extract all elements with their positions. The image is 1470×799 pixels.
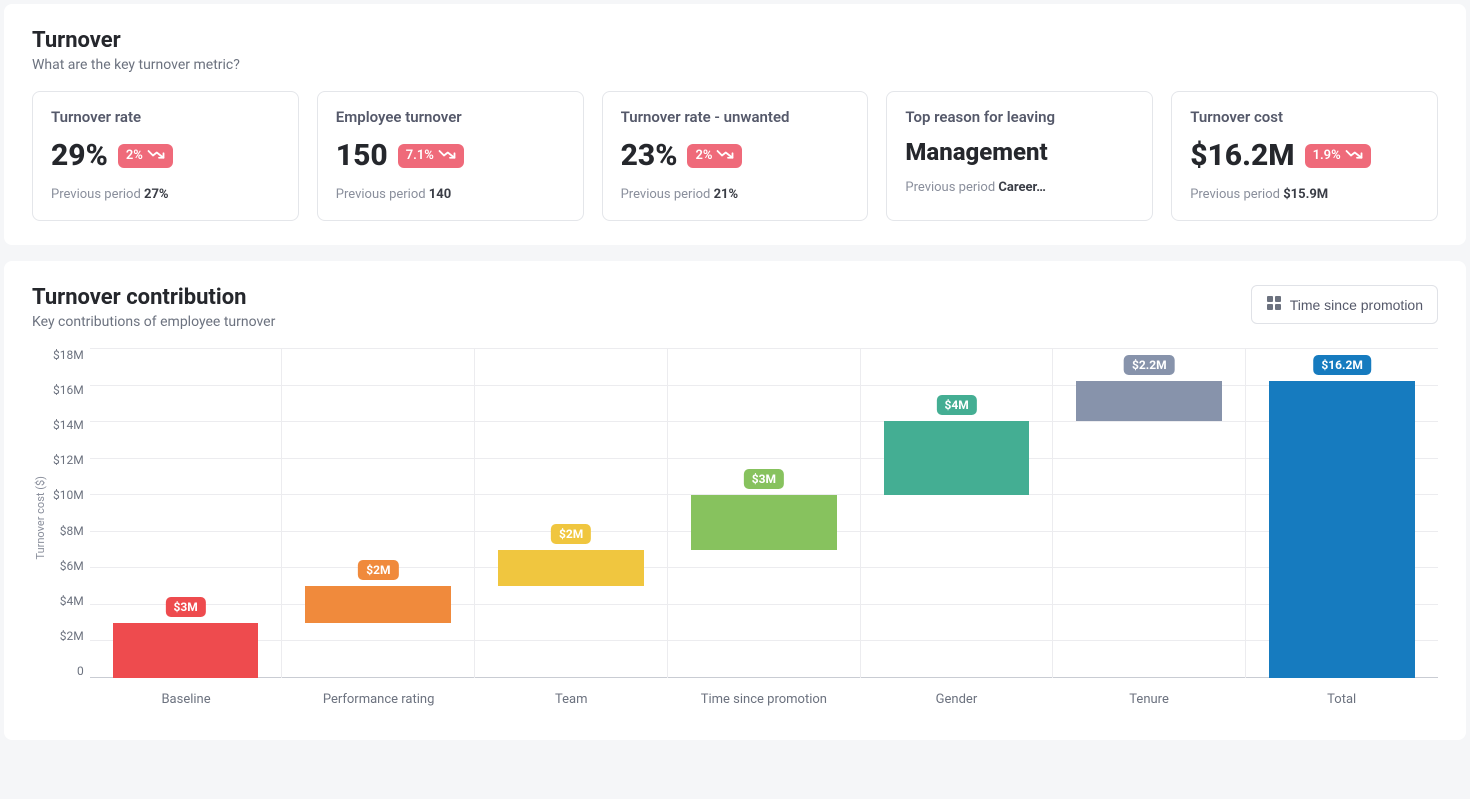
trend-badge: 2% xyxy=(118,144,173,168)
kpi-previous-value: Career… xyxy=(998,180,1046,195)
y-tick: $8M xyxy=(53,524,84,538)
y-tick: $2M xyxy=(53,629,84,643)
kpi-label: Top reason for leaving xyxy=(905,108,1134,126)
bar[interactable]: $3M xyxy=(113,623,259,678)
delta-value: 1.9% xyxy=(1313,148,1341,163)
y-tick: $18M xyxy=(53,348,84,362)
bar-column: $2M xyxy=(475,348,668,678)
y-tick: $16M xyxy=(53,383,84,397)
kpi-value: 29% xyxy=(51,138,108,173)
trend-down-icon xyxy=(1345,148,1363,164)
delta-value: 2% xyxy=(695,148,712,163)
kpi-previous: Previous period 140 xyxy=(336,187,565,202)
kpi-label: Turnover cost xyxy=(1190,108,1419,126)
y-axis-label: Turnover cost ($) xyxy=(32,476,49,559)
bar-value-label: $4M xyxy=(936,395,976,415)
bar[interactable]: $4M xyxy=(884,421,1030,494)
y-tick: 0 xyxy=(53,664,84,678)
delta-value: 2% xyxy=(126,148,143,163)
kpi-previous-value: 27% xyxy=(144,187,169,202)
kpi-previous: Previous period 21% xyxy=(621,187,850,202)
bar[interactable]: $2M xyxy=(498,550,644,587)
kpi-previous-value: $15.9M xyxy=(1283,187,1328,202)
bar-column: $4M xyxy=(861,348,1054,678)
trend-badge: 2% xyxy=(687,144,742,168)
kpi-label: Turnover rate xyxy=(51,108,280,126)
y-tick: $10M xyxy=(53,488,84,502)
bar-value-label: $3M xyxy=(744,469,784,489)
grid-icon xyxy=(1266,295,1282,314)
kpi-card[interactable]: Turnover rate 29% 2% Previous period 27% xyxy=(32,91,299,221)
kpi-previous-value: 140 xyxy=(429,187,451,202)
kpi-value: 150 xyxy=(336,138,388,173)
x-label: Performance rating xyxy=(282,678,475,728)
x-label: Baseline xyxy=(90,678,283,728)
bar-value-label: $3M xyxy=(165,597,205,617)
y-tick: $6M xyxy=(53,559,84,573)
chart-bars: $3M $2M $2M $3M $4M $2.2M $16.2M xyxy=(90,348,1438,678)
bar[interactable]: $2M xyxy=(305,586,451,623)
trend-badge: 7.1% xyxy=(398,144,464,168)
x-label: Gender xyxy=(860,678,1053,728)
turnover-title: Turnover xyxy=(32,28,1438,53)
kpi-value: 23% xyxy=(621,138,678,173)
kpi-label: Turnover rate - unwanted xyxy=(621,108,850,126)
waterfall-chart: Turnover cost ($) $18M $16M $14M $12M $10M $8… xyxy=(32,348,1438,728)
kpi-previous: Previous period 27% xyxy=(51,187,280,202)
breakdown-selector-label: Time since promotion xyxy=(1290,297,1423,313)
bar[interactable]: $2.2M xyxy=(1076,381,1222,421)
delta-value: 7.1% xyxy=(406,148,434,163)
bar-column: $2.2M xyxy=(1053,348,1246,678)
bar-column: $2M xyxy=(282,348,475,678)
bar-value-label: $2M xyxy=(551,524,591,544)
kpi-card[interactable]: Top reason for leaving Management Previous… xyxy=(886,91,1153,221)
kpi-card[interactable]: Employee turnover 150 7.1% Previous period … xyxy=(317,91,584,221)
kpi-previous-value: 21% xyxy=(714,187,739,202)
x-label: Team xyxy=(475,678,668,728)
trend-badge: 1.9% xyxy=(1305,144,1371,168)
y-tick: $14M xyxy=(53,418,84,432)
contribution-title: Turnover contribution xyxy=(32,285,275,310)
x-label: Tenure xyxy=(1053,678,1246,728)
x-label: Time since promotion xyxy=(668,678,861,728)
kpi-card[interactable]: Turnover rate - unwanted 23% 2% Previous pe… xyxy=(602,91,869,221)
kpi-value: Management xyxy=(905,138,1047,166)
bar-column: $3M xyxy=(668,348,861,678)
bar-value-label: $2M xyxy=(358,560,398,580)
turnover-subtitle: What are the key turnover metric? xyxy=(32,57,1438,73)
contribution-subtitle: Key contributions of employee turnover xyxy=(32,314,275,330)
bar[interactable]: $16.2M xyxy=(1269,381,1415,678)
kpi-label: Employee turnover xyxy=(336,108,565,126)
trend-down-icon xyxy=(716,148,734,164)
kpi-card[interactable]: Turnover cost $16.2M 1.9% Previous period $… xyxy=(1171,91,1438,221)
kpi-previous: Previous period Career… xyxy=(905,180,1134,195)
x-label: Total xyxy=(1245,678,1438,728)
kpi-row: Turnover rate 29% 2% Previous period 27% Emp… xyxy=(32,91,1438,221)
trend-down-icon xyxy=(147,148,165,164)
y-tick: $12M xyxy=(53,453,84,467)
breakdown-selector-button[interactable]: Time since promotion xyxy=(1251,285,1438,324)
bar-value-label: $2.2M xyxy=(1124,355,1175,375)
bar-column: $3M xyxy=(90,348,283,678)
trend-down-icon xyxy=(438,148,456,164)
kpi-value: $16.2M xyxy=(1190,138,1294,173)
turnover-panel: Turnover What are the key turnover metri… xyxy=(4,4,1466,245)
contribution-panel: Turnover contribution Key contributions … xyxy=(4,261,1466,740)
bar[interactable]: $3M xyxy=(691,495,837,550)
bar-column: $16.2M xyxy=(1246,348,1438,678)
bar-value-label: $16.2M xyxy=(1313,355,1371,375)
y-axis-ticks: $18M $16M $14M $12M $10M $8M $6M $4M $2M 0 xyxy=(49,348,90,678)
y-tick: $4M xyxy=(53,594,84,608)
x-axis-labels: BaselinePerformance ratingTeamTime since… xyxy=(90,678,1438,728)
kpi-previous: Previous period $15.9M xyxy=(1190,187,1419,202)
